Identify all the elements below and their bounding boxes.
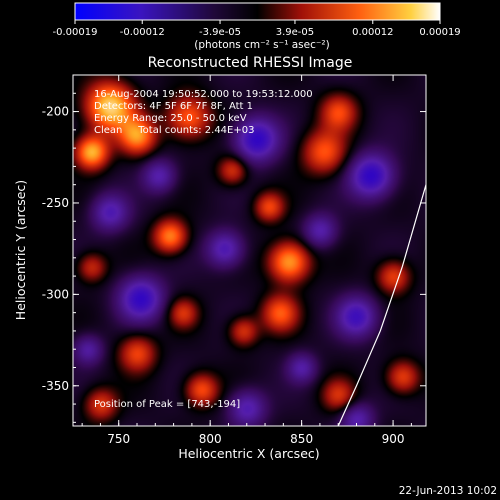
annotation-block: 16-Aug-2004 19:50:52.000 to 19:53:12.000… [94,89,313,136]
y-axis: -200 -250 -300 -350 [42,74,426,423]
y-tick-label: -250 [42,196,69,210]
chart-title: Reconstructed RHESSI Image [148,55,353,71]
annotation-time-range: 16-Aug-2004 19:50:52.000 to 19:53:12.000 [94,89,313,100]
solar-limb-line [337,184,426,426]
annotation-algorithm-counts: Clean Total counts: 2.44E+03 [94,125,254,136]
peak-position-label: Position of Peak = [743,-194] [94,399,240,410]
colorbar-tick-label: 0.00019 [419,27,460,38]
x-axis: 750 800 850 900 [81,75,412,446]
colorbar-ticks: -0.00019 -0.00012 -3.9e-05 3.9e-05 0.00012 0.… [53,20,461,38]
x-tick-label: 900 [382,432,405,446]
annotation-detectors: Detectors: 4F 5F 6F 7F 8F, Att 1 [94,101,253,112]
colorbar-tick-label: -0.00019 [53,27,98,38]
y-tick-label: -200 [42,105,69,119]
x-axis-label: Heliocentric X (arcsec) [178,446,319,461]
plot-frame [72,74,427,427]
y-axis-label: Heliocentric Y (arcsec) [13,180,28,320]
colorbar-tick-label: -3.9e-05 [199,27,241,38]
colorbar-units: (photons cm⁻² s⁻¹ asec⁻²) [194,39,329,51]
y-tick-label: -300 [42,287,69,301]
colorbar-tick-label: -0.00012 [120,27,165,38]
annotation-energy-range: Energy Range: 25.0 - 50.0 keV [94,113,247,124]
y-tick-label: -350 [42,379,69,393]
colorbar-tick-label: 3.9e-05 [276,27,314,38]
x-tick-label: 800 [199,432,222,446]
heatmap-image [73,75,426,426]
timestamp: 22-Jun-2013 10:02 [399,485,497,497]
x-tick-label: 750 [107,432,130,446]
x-tick-label: 850 [290,432,313,446]
colorbar [74,2,441,21]
colorbar-tick-label: 0.00012 [352,27,393,38]
